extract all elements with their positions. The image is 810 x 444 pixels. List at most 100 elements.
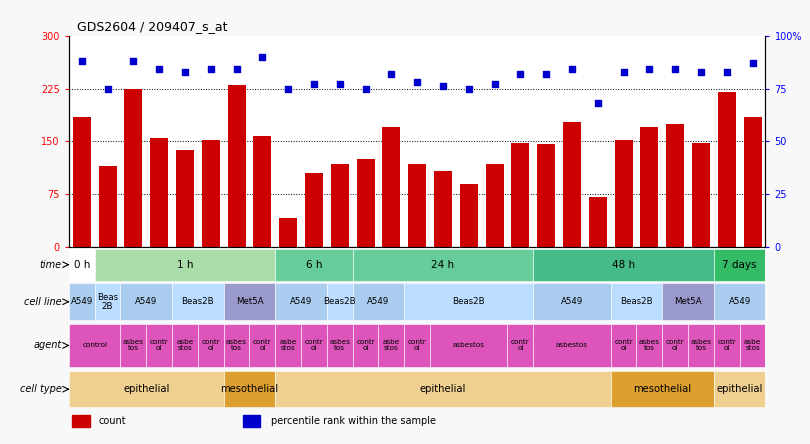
Bar xyxy=(533,249,714,281)
Bar xyxy=(95,283,121,320)
Bar xyxy=(352,283,404,320)
Bar xyxy=(663,283,714,320)
Bar xyxy=(589,197,607,247)
Text: asbes
tos: asbes tos xyxy=(123,340,144,352)
Point xyxy=(514,70,526,77)
Bar xyxy=(563,122,581,247)
Text: asbes
tos: asbes tos xyxy=(226,340,247,352)
Bar xyxy=(615,140,633,247)
Text: A549: A549 xyxy=(367,297,390,306)
Bar xyxy=(69,324,121,368)
Bar xyxy=(275,324,301,368)
Point xyxy=(488,81,501,88)
Text: 6 h: 6 h xyxy=(305,260,322,270)
Bar xyxy=(637,324,663,368)
Text: cell type: cell type xyxy=(20,384,62,394)
Point xyxy=(75,57,88,64)
Bar xyxy=(69,283,95,320)
Text: mesothelial: mesothelial xyxy=(633,384,691,394)
Bar xyxy=(95,249,275,281)
Bar xyxy=(249,324,275,368)
Bar xyxy=(305,173,323,247)
Bar xyxy=(69,371,224,408)
Bar xyxy=(301,324,327,368)
Text: cell line: cell line xyxy=(24,297,62,307)
Bar xyxy=(611,283,663,320)
Text: control: control xyxy=(82,342,107,349)
Point xyxy=(720,68,733,75)
Text: contr
ol: contr ol xyxy=(356,340,375,352)
Bar xyxy=(692,143,710,247)
Bar xyxy=(718,92,735,247)
Point xyxy=(437,83,450,90)
Point xyxy=(204,66,217,73)
Point xyxy=(539,70,552,77)
Text: A549: A549 xyxy=(728,297,751,306)
Bar xyxy=(275,371,611,408)
Text: 24 h: 24 h xyxy=(432,260,454,270)
Bar xyxy=(176,150,194,247)
Bar xyxy=(172,283,224,320)
Bar xyxy=(485,164,504,247)
Text: asbes
tos: asbes tos xyxy=(690,340,711,352)
Text: asbes
tos: asbes tos xyxy=(329,340,350,352)
Text: Met5A: Met5A xyxy=(674,297,701,306)
Point xyxy=(101,85,114,92)
Bar xyxy=(228,85,245,247)
Bar xyxy=(430,324,507,368)
Bar xyxy=(327,283,352,320)
Bar xyxy=(69,249,95,281)
Text: A549: A549 xyxy=(290,297,312,306)
Bar xyxy=(740,324,765,368)
Bar xyxy=(352,324,378,368)
Point xyxy=(152,66,165,73)
Point xyxy=(463,85,475,92)
Text: contr
ol: contr ol xyxy=(253,340,271,352)
Point xyxy=(282,85,295,92)
Text: contr
ol: contr ol xyxy=(614,340,633,352)
Bar xyxy=(279,218,297,247)
Bar xyxy=(147,324,172,368)
Text: contr
ol: contr ol xyxy=(511,340,530,352)
Text: Beas2B: Beas2B xyxy=(453,297,485,306)
Text: Beas2B: Beas2B xyxy=(620,297,653,306)
Bar xyxy=(714,283,765,320)
Bar xyxy=(382,127,400,247)
Bar xyxy=(611,324,637,368)
Point xyxy=(256,53,269,60)
Text: mesothelial: mesothelial xyxy=(220,384,279,394)
Bar xyxy=(666,124,684,247)
Text: A549: A549 xyxy=(561,297,583,306)
Bar xyxy=(356,159,374,247)
Text: Beas2B: Beas2B xyxy=(323,297,356,306)
Point xyxy=(617,68,630,75)
Text: percentile rank within the sample: percentile rank within the sample xyxy=(271,416,436,426)
Bar xyxy=(124,88,143,247)
Bar xyxy=(533,283,611,320)
Point xyxy=(359,85,372,92)
Bar xyxy=(507,324,533,368)
Bar xyxy=(352,249,533,281)
Point xyxy=(230,66,243,73)
Point xyxy=(127,57,140,64)
Text: agent: agent xyxy=(34,341,62,350)
Bar xyxy=(404,283,533,320)
Text: GDS2604 / 209407_s_at: GDS2604 / 209407_s_at xyxy=(77,20,228,33)
Bar xyxy=(224,324,249,368)
Text: asbestos: asbestos xyxy=(556,342,588,349)
Text: 7 days: 7 days xyxy=(723,260,757,270)
Text: contr
ol: contr ol xyxy=(718,340,736,352)
Bar xyxy=(714,371,765,408)
Bar xyxy=(275,283,327,320)
Text: Beas2B: Beas2B xyxy=(181,297,214,306)
Text: contr
ol: contr ol xyxy=(407,340,427,352)
Text: asbe
stos: asbe stos xyxy=(279,340,296,352)
Bar xyxy=(202,140,220,247)
Bar xyxy=(404,324,430,368)
Text: 1 h: 1 h xyxy=(177,260,194,270)
Point xyxy=(385,70,398,77)
Bar xyxy=(224,283,275,320)
Bar xyxy=(121,283,172,320)
Bar xyxy=(224,371,275,408)
Bar xyxy=(254,136,271,247)
